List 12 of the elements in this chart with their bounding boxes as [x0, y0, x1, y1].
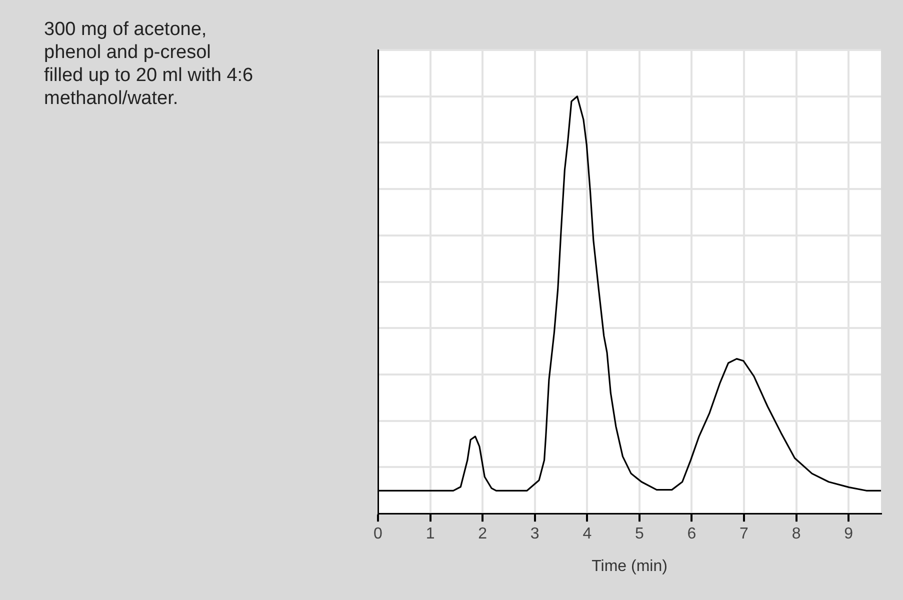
x-tick-label: 4: [582, 526, 592, 543]
x-tick-label: 3: [530, 526, 540, 543]
x-tick-label: 6: [687, 526, 696, 543]
x-axis-title: Time (min): [592, 558, 668, 575]
x-tick-label: 5: [634, 526, 644, 543]
x-tick-label: 8: [792, 526, 801, 543]
x-tick-label: 1: [426, 526, 435, 543]
x-tick-label: 2: [478, 526, 488, 543]
x-tick-label: 7: [740, 526, 749, 543]
text: 300 mg of acetone, phenol and p-cresol filled up to 20 ml with 4:6 methanol/water.: [44, 18, 254, 110]
x-tick-label: 9: [844, 526, 854, 543]
x-tick-label: 0: [374, 526, 383, 543]
